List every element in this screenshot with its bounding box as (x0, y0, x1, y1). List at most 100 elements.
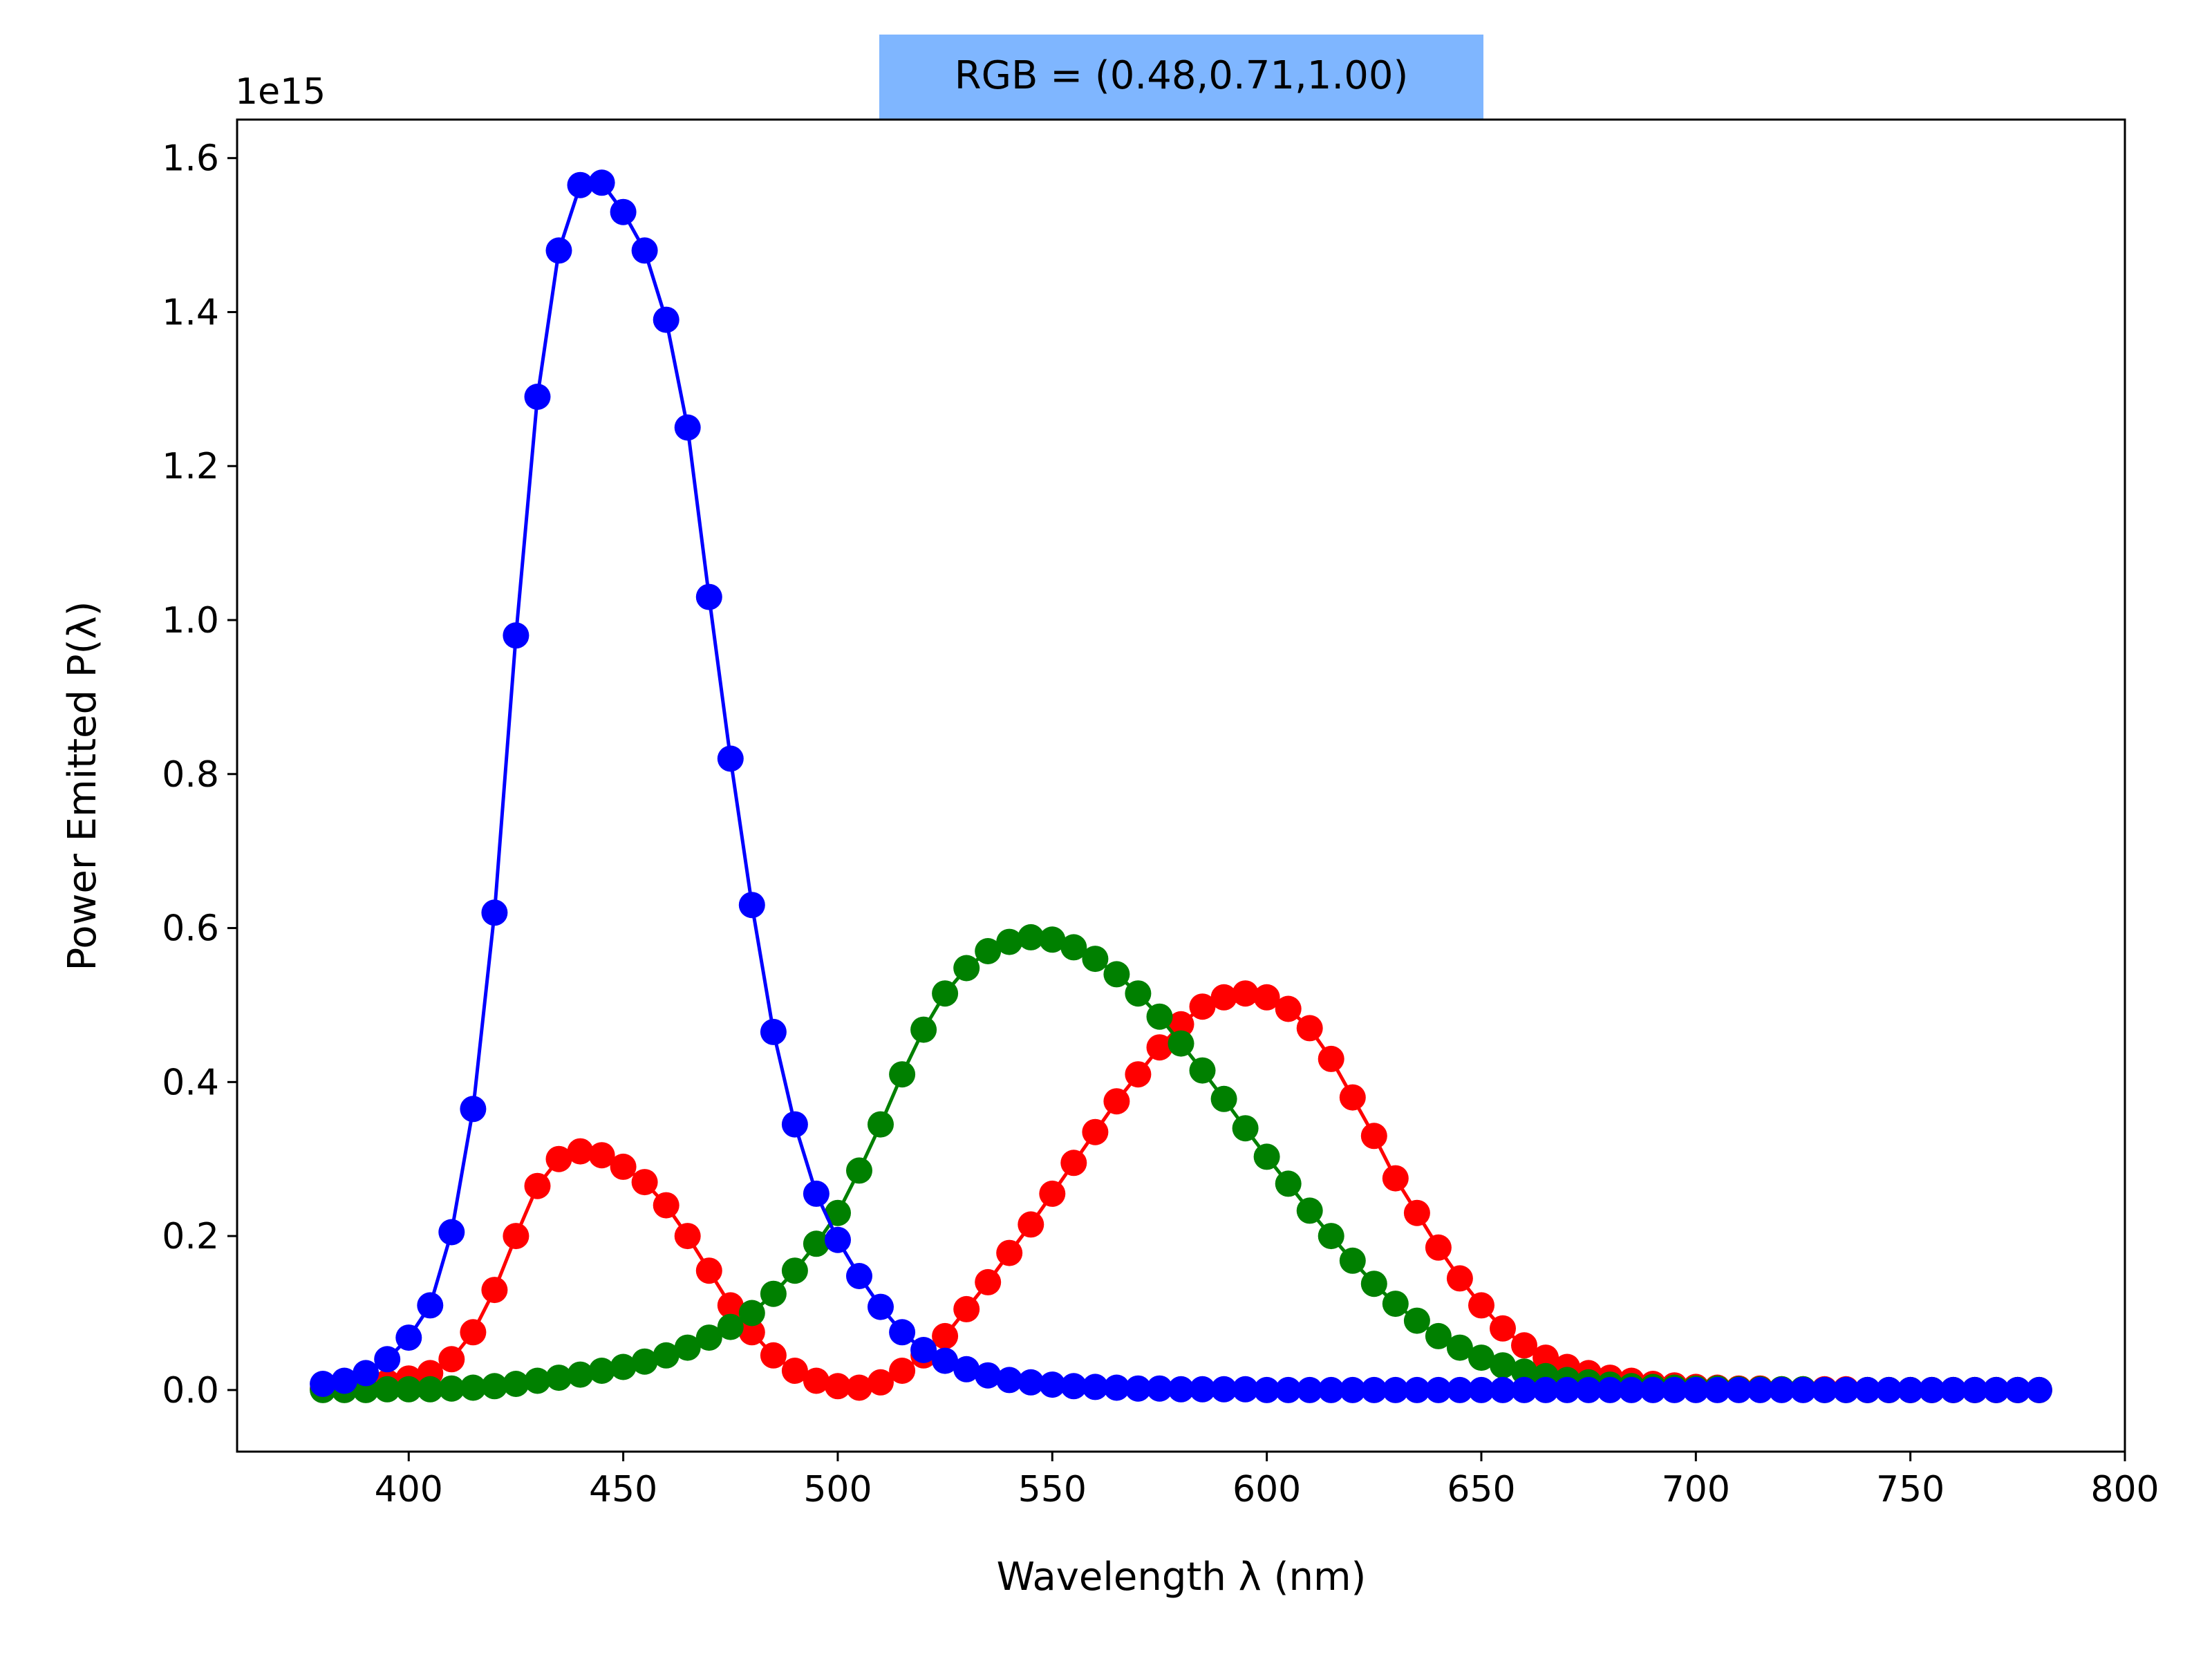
data-point (1082, 1118, 1109, 1145)
data-point (1790, 1376, 1817, 1403)
data-point (1082, 1374, 1109, 1400)
data-point (545, 1365, 572, 1391)
y-tick-label: 0.0 (162, 1370, 219, 1412)
data-point (1146, 1375, 1173, 1402)
data-point (1897, 1376, 1924, 1403)
data-point (1253, 984, 1280, 1011)
data-point (567, 1361, 594, 1388)
data-point (803, 1180, 830, 1207)
data-point (975, 1362, 1002, 1389)
data-point (610, 198, 637, 225)
data-point (1382, 1376, 1409, 1403)
x-axis: 400 450 500 550 600 650 700 750 800 (375, 1452, 2159, 1510)
data-point (1575, 1376, 1602, 1403)
data-point (353, 1360, 379, 1387)
data-point (395, 1324, 422, 1351)
data-point (953, 955, 980, 982)
data-point (868, 1369, 894, 1396)
data-point (1060, 1373, 1087, 1400)
data-point (1425, 1322, 1452, 1349)
data-point (2004, 1376, 2031, 1403)
data-point (1468, 1376, 1494, 1403)
y-tick-label: 1.2 (162, 446, 219, 487)
data-point (1189, 1057, 1216, 1084)
data-point (1146, 1003, 1173, 1030)
chart-title: RGB = (0.48,0.71,1.00) (955, 53, 1409, 98)
data-point (588, 1358, 615, 1384)
data-point (460, 1096, 487, 1123)
y-tick-label: 0.6 (162, 908, 219, 950)
data-point (1039, 926, 1066, 953)
data-point (1082, 946, 1109, 973)
data-point (674, 1223, 701, 1250)
data-point (803, 1230, 830, 1257)
data-point (1875, 1376, 1902, 1403)
data-point (588, 1142, 615, 1169)
data-point (1103, 1088, 1130, 1115)
data-point (503, 1223, 529, 1250)
data-point (868, 1293, 894, 1320)
data-point (1275, 995, 1302, 1022)
data-point (1446, 1334, 1473, 1361)
data-point (417, 1376, 444, 1403)
data-point (1339, 1247, 1366, 1274)
x-tick-label: 500 (803, 1469, 872, 1510)
data-point (674, 414, 701, 441)
data-point (846, 1263, 872, 1289)
data-point (1533, 1376, 1559, 1403)
data-point (481, 1373, 508, 1400)
data-point (738, 1319, 765, 1346)
data-point (1511, 1332, 1537, 1359)
data-point (374, 1346, 401, 1373)
data-point (889, 1061, 916, 1088)
data-point (717, 1313, 744, 1340)
data-point (1146, 1034, 1173, 1061)
data-point (1961, 1376, 1988, 1403)
data-point (524, 1367, 551, 1394)
data-point (932, 1322, 959, 1349)
data-point (1446, 1265, 1473, 1292)
data-point (545, 237, 572, 264)
data-point (1640, 1376, 1667, 1403)
y-tick-label: 1.0 (162, 600, 219, 641)
data-point (1403, 1376, 1430, 1403)
data-point (1318, 1376, 1344, 1403)
data-point (695, 583, 722, 610)
data-point (825, 1373, 851, 1400)
data-point (1296, 1376, 1323, 1403)
data-point (868, 1111, 894, 1138)
data-point (1339, 1084, 1366, 1111)
data-point (503, 622, 529, 649)
data-point (1018, 1369, 1044, 1396)
data-point (825, 1226, 851, 1253)
x-tick-label: 800 (2090, 1469, 2159, 1510)
data-point (1189, 993, 1216, 1020)
data-point (674, 1334, 701, 1361)
data-point (1168, 1011, 1194, 1038)
data-point (1811, 1376, 1838, 1403)
y-axis: 0.0 0.2 0.4 0.6 0.8 1.0 1.2 1.4 1.6 (162, 138, 237, 1412)
y-tick-label: 0.2 (162, 1216, 219, 1257)
data-point (1425, 1234, 1452, 1261)
data-point (1039, 1180, 1066, 1207)
data-point (1253, 1376, 1280, 1403)
data-point (975, 1268, 1002, 1295)
data-point (1511, 1376, 1537, 1403)
data-point (1747, 1376, 1774, 1403)
data-point (717, 1292, 744, 1319)
data-point (481, 899, 508, 926)
data-point (738, 892, 765, 919)
data-point (631, 237, 658, 264)
data-point (889, 1319, 916, 1346)
data-point (1425, 1376, 1452, 1403)
data-point (1833, 1376, 1859, 1403)
data-point (953, 1356, 980, 1382)
data-point (803, 1367, 830, 1394)
data-point (374, 1376, 401, 1403)
data-point (653, 1342, 679, 1369)
data-point (438, 1375, 465, 1402)
data-point (1232, 1376, 1259, 1403)
data-point (1704, 1376, 1731, 1403)
data-point (331, 1367, 358, 1394)
